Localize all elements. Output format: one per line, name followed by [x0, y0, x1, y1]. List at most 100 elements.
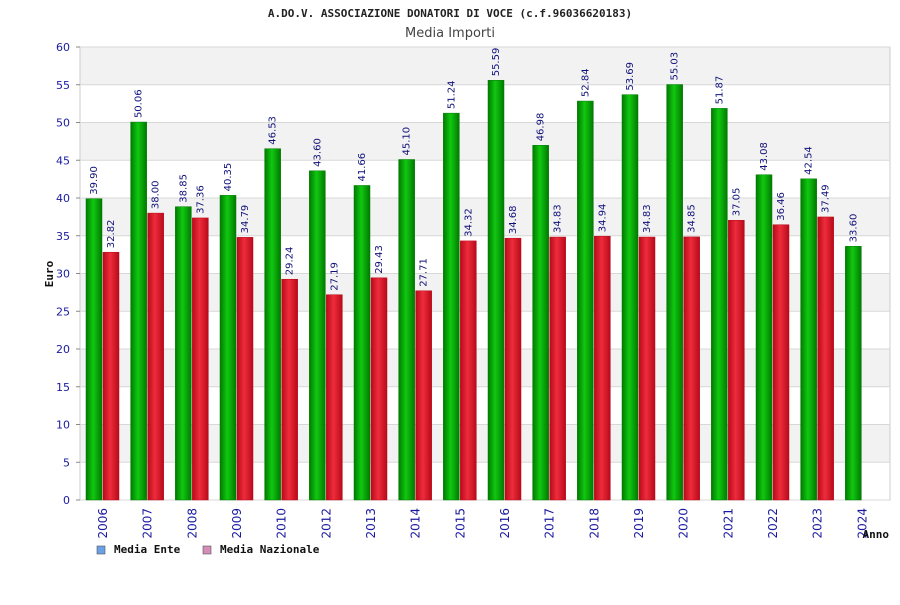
value-label-media-ente-2018: 52.84 [580, 68, 591, 97]
grid-band [80, 160, 890, 198]
value-label-media-nazionale-2023: 37.49 [821, 184, 832, 213]
grid-band [80, 235, 890, 274]
bar-media-nazionale-2013 [370, 277, 388, 501]
bar-media-ente-2014 [398, 159, 415, 501]
x-tick-label-2019: 2019 [632, 508, 646, 539]
y-tick-label: 30 [56, 268, 70, 281]
value-label-media-ente-2023: 42.54 [804, 146, 815, 175]
y-tick-label: 45 [56, 154, 70, 167]
y-tick-label: 40 [56, 192, 70, 205]
value-label-media-nazionale-2013: 29.43 [374, 245, 385, 274]
grid-band [80, 349, 890, 387]
value-label-media-nazionale-2020: 34.85 [687, 204, 698, 233]
x-tick-label-2017: 2017 [543, 508, 557, 539]
value-label-media-ente-2013: 41.66 [357, 153, 368, 182]
bar-media-nazionale-2014 [415, 290, 432, 501]
x-axis-label: Anno [863, 528, 890, 541]
bars [85, 80, 862, 501]
value-label-media-nazionale-2007: 38.00 [151, 180, 162, 209]
bar-media-ente-2008 [175, 206, 192, 501]
value-label-media-ente-2012: 43.60 [312, 138, 323, 167]
value-label-media-ente-2017: 46.98 [536, 113, 547, 142]
value-label-media-nazionale-2012: 27.19 [329, 262, 340, 291]
bar-media-ente-2013 [353, 185, 371, 501]
x-tick-label-2022: 2022 [766, 508, 780, 539]
grid-lines [80, 46, 890, 501]
grid-band [80, 424, 890, 463]
bar-media-ente-2016 [487, 80, 505, 501]
bar-media-ente-2018 [577, 100, 594, 501]
x-tick-label-2018: 2018 [587, 508, 601, 539]
x-tick-label-2021: 2021 [721, 508, 735, 539]
bar-media-nazionale-2017 [549, 236, 566, 501]
legend: Media Ente Media Nazionale [96, 543, 320, 556]
y-tick-label: 60 [56, 41, 70, 54]
y-axis-ticks: 0 5 10 15 20 25 30 35 40 45 50 55 60 [56, 41, 80, 507]
legend-swatch-media-ente [96, 545, 106, 555]
bar-media-nazionale-2009 [236, 237, 254, 501]
bar-media-ente-2012 [309, 170, 326, 501]
x-tick-label-2016: 2016 [498, 508, 512, 539]
y-tick-label: 5 [63, 456, 70, 469]
bar-media-ente-2017 [532, 145, 549, 501]
value-label-media-ente-2021: 51.87 [714, 76, 725, 105]
value-label-media-nazionale-2017: 34.83 [553, 204, 564, 233]
value-label-media-nazionale-2014: 27.71 [419, 258, 430, 287]
y-tick-label: 25 [56, 305, 70, 318]
x-tick-label-2007: 2007 [141, 508, 155, 539]
x-tick-label-2020: 2020 [677, 508, 691, 539]
value-label-media-nazionale-2006: 32.82 [106, 220, 117, 249]
y-tick-label: 15 [56, 381, 70, 394]
value-label-media-nazionale-2009: 34.79 [240, 205, 251, 234]
legend-label-media-nazionale: Media Nazionale [220, 543, 320, 556]
y-tick-label: 50 [56, 117, 70, 130]
value-label-media-nazionale-2016: 34.68 [508, 206, 519, 235]
value-label-media-nazionale-2022: 36.46 [776, 192, 787, 221]
y-tick-label: 55 [56, 79, 70, 92]
grid-band [80, 198, 890, 236]
value-label-media-nazionale-2019: 34.83 [642, 204, 653, 233]
grid-band [80, 273, 890, 312]
bar-media-ente-2007 [130, 121, 147, 501]
bar-media-nazionale-2015 [460, 240, 477, 501]
bar-media-ente-2006 [85, 198, 103, 501]
value-label-media-ente-2009: 40.35 [223, 163, 234, 192]
x-tick-label-2013: 2013 [364, 508, 378, 539]
x-tick-label-2024: 2024 [855, 508, 869, 539]
y-tick-label: 10 [56, 419, 70, 432]
value-label-media-ente-2022: 43.08 [759, 142, 770, 171]
bar-media-ente-2023 [800, 178, 817, 501]
bar-media-nazionale-2018 [594, 235, 611, 501]
bar-media-ente-2015 [443, 112, 460, 501]
grid-band [80, 122, 890, 161]
bar-media-nazionale-2021 [728, 220, 745, 501]
x-tick-label-2015: 2015 [453, 508, 467, 539]
value-label-media-ente-2006: 39.90 [89, 166, 100, 195]
bar-media-ente-2010 [264, 148, 281, 501]
value-label-media-ente-2014: 45.10 [402, 127, 413, 156]
bar-media-nazionale-2008 [192, 217, 209, 501]
grid-band [80, 386, 890, 425]
bar-media-ente-2020 [666, 84, 683, 501]
bar-media-ente-2009 [219, 195, 237, 501]
value-labels: 39.90 32.82 50.06 38.00 38.85 37.36 40.35 34.79… [89, 48, 859, 291]
y-tick-label: 35 [56, 230, 70, 243]
grid-band [80, 462, 890, 500]
grid-band [80, 47, 890, 85]
legend-swatch-media-nazionale [202, 545, 212, 555]
plot-background [79, 46, 891, 501]
y-axis-label: Euro [43, 260, 56, 287]
value-label-media-ente-2015: 51.24 [446, 80, 457, 109]
value-label-media-ente-2020: 55.03 [670, 52, 681, 81]
y-tick-label: 0 [63, 494, 70, 507]
value-label-media-ente-2016: 55.59 [491, 48, 502, 77]
bar-media-ente-2019 [621, 94, 639, 501]
bar-media-nazionale-2012 [326, 294, 343, 501]
value-label-media-nazionale-2008: 37.36 [195, 185, 206, 214]
value-label-media-nazionale-2021: 37.05 [731, 188, 742, 217]
value-label-media-nazionale-2018: 34.94 [597, 204, 608, 233]
value-label-media-ente-2008: 38.85 [178, 174, 189, 203]
bar-media-nazionale-2020 [683, 236, 700, 501]
grid-band [80, 311, 890, 349]
